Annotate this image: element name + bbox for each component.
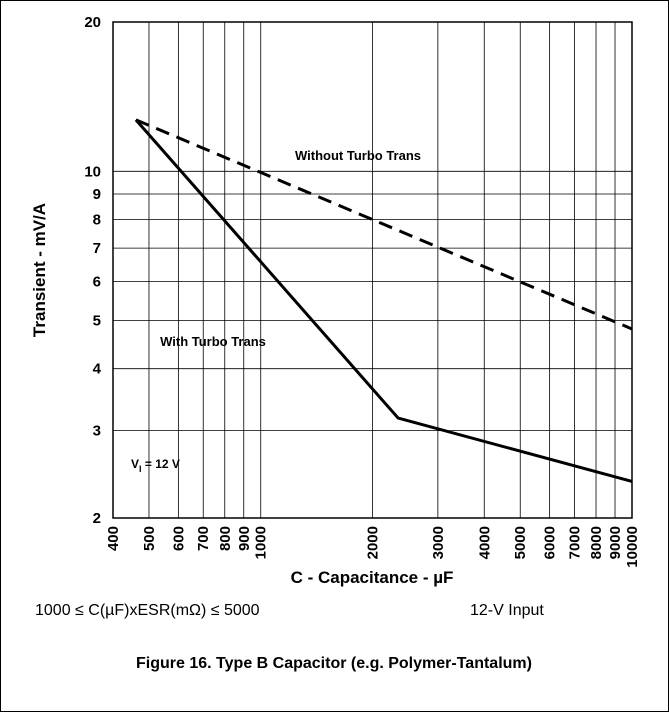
x-tick-label: 600 [170, 526, 187, 551]
chart-title: Figure 16. Type B Capacitor (e.g. Polyme… [136, 655, 532, 672]
series-label: Without Turbo Trans [295, 148, 421, 163]
x-tick-label: 3000 [430, 526, 447, 559]
x-tick-label: 9000 [607, 526, 624, 559]
x-tick-label: 6000 [542, 526, 559, 559]
x-tick-label: 7000 [566, 526, 583, 559]
y-tick-label: 4 [93, 361, 102, 378]
series-line [134, 118, 633, 483]
annotation-sub: I [139, 464, 142, 474]
x-tick-label: 800 [217, 526, 234, 551]
y-tick-label: 2 [93, 510, 101, 527]
series-label: With Turbo Trans [160, 334, 266, 349]
y-tick-label: 20 [84, 14, 101, 31]
annotation-part: V [131, 457, 139, 471]
y-tick-label: 10 [84, 163, 101, 180]
x-tick-label: 700 [195, 526, 212, 551]
x-tick-label: 900 [236, 526, 253, 551]
x-tick-label: 1000 [253, 526, 270, 559]
x-tick-label: 10000 [624, 526, 641, 568]
x-tick-label: 400 [105, 526, 122, 551]
x-tick-label: 2000 [365, 526, 382, 559]
annotation-part: = 12 V [142, 457, 180, 471]
y-tick-label: 3 [93, 423, 101, 440]
annotation: VI = 12 V [131, 457, 180, 474]
plot-border [112, 21, 633, 519]
x-tick-label: 8000 [588, 526, 605, 559]
note: 1000 ≤ C(µF)xESR(mΩ) ≤ 5000 [35, 602, 260, 619]
y-axis-label: Transient - mV/A [30, 203, 49, 337]
x-axis-label: C - Capacitance - µF [291, 568, 454, 587]
y-tick-label: 6 [93, 273, 101, 290]
x-tick-label: 4000 [476, 526, 493, 559]
y-tick-label: 5 [93, 313, 101, 330]
y-tick-label: 7 [93, 240, 101, 257]
series-line [135, 118, 633, 331]
y-tick-label: 8 [93, 211, 101, 228]
note: 12-V Input [470, 602, 544, 619]
x-tick-label: 500 [141, 526, 158, 551]
x-tick-label: 5000 [512, 526, 529, 559]
y-tick-label: 9 [93, 186, 101, 203]
